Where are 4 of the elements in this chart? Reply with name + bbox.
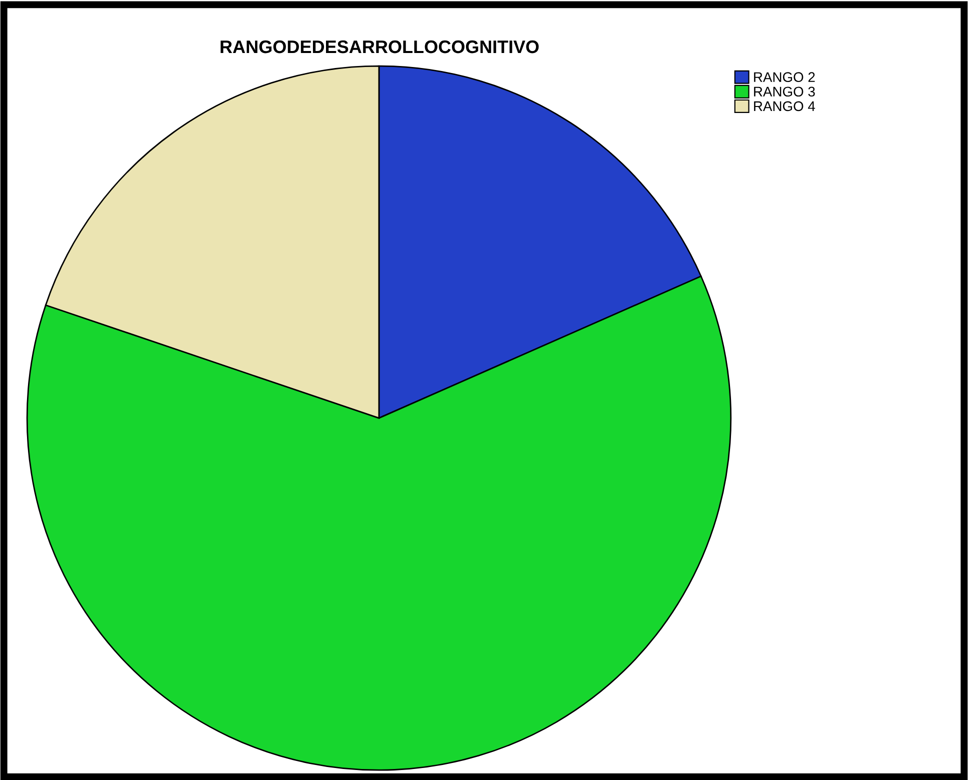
legend-label: RANGO 4 [754,101,816,112]
legend-label: RANGO 3 [754,86,815,97]
legend-label: RANGO 2 [754,72,815,82]
chart-title: RANGODEDESARROLLOCOGNITIVO [220,40,539,54]
